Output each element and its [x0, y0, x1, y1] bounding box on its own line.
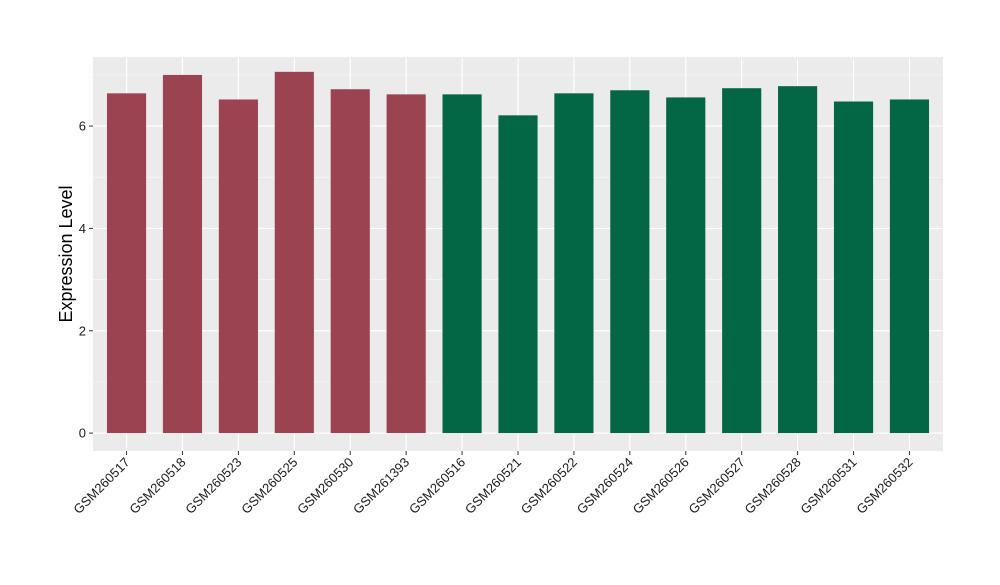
bar-gsm260517 [106, 93, 147, 434]
x-tick-label: GSM260530 [294, 455, 356, 517]
y-axis: 0 2 4 6 [79, 119, 93, 441]
x-tick-label: GSM260517 [70, 455, 132, 517]
bar-gsm260527 [722, 88, 762, 434]
x-tick-label: GSM260525 [238, 455, 300, 517]
x-axis: GSM260517GSM260518GSM260523GSM260525GSM2… [70, 451, 916, 517]
x-tick-label: GSM260527 [686, 455, 748, 517]
x-tick-label: GSM260532 [853, 455, 915, 517]
bar-gsm261393 [386, 94, 426, 434]
x-tick-label: GSM260531 [797, 455, 859, 517]
y-tick-label: 0 [79, 426, 86, 441]
bar-gsm260516 [442, 94, 482, 434]
bar-gsm260525 [274, 71, 314, 434]
x-tick-label: GSM260528 [742, 455, 804, 517]
x-tick-label: GSM260524 [574, 455, 636, 517]
bar-gsm260522 [554, 93, 594, 434]
bar-gsm260530 [330, 89, 370, 434]
y-tick-label: 2 [79, 323, 86, 338]
bar-gsm260531 [833, 101, 874, 434]
x-tick-label: GSM260523 [182, 455, 244, 517]
bar-gsm260524 [610, 90, 650, 434]
bar-gsm260526 [666, 97, 706, 434]
x-tick-label: GSM260521 [462, 455, 524, 517]
bar-gsm260521 [498, 115, 538, 434]
y-tick-label: 4 [79, 221, 86, 236]
bar-gsm260523 [218, 99, 258, 434]
bar-gsm260518 [162, 74, 203, 434]
y-tick-label: 6 [79, 119, 86, 134]
bars [106, 71, 930, 434]
x-tick-label: GSM260522 [518, 455, 580, 517]
x-tick-label: GSM260526 [630, 455, 692, 517]
bar-gsm260532 [889, 99, 930, 434]
bar-gsm260528 [778, 86, 818, 434]
x-tick-label: GSM260518 [126, 455, 188, 517]
x-tick-label: GSM261393 [350, 455, 412, 517]
y-axis-label: Expression Level [56, 185, 76, 322]
x-tick-label: GSM260516 [406, 455, 468, 517]
